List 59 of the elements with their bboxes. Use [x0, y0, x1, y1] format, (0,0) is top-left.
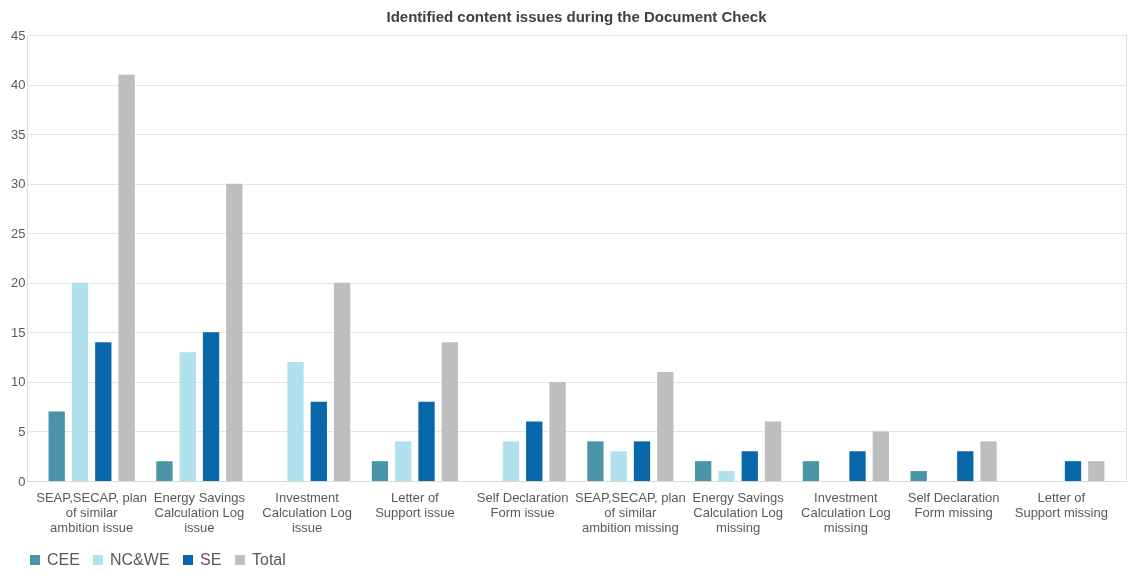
- bar: [718, 471, 735, 481]
- bar: [957, 451, 974, 481]
- bar: [849, 451, 866, 481]
- x-tick-label: Investment Calculation Log issue: [262, 489, 352, 535]
- bar: [610, 451, 627, 481]
- bar: [695, 461, 712, 481]
- bar: [741, 451, 758, 481]
- x-tick-label: SEAP,SECAP, plan of similar ambition missing: [574, 489, 686, 535]
- bar: [549, 381, 566, 481]
- y-tick-label: 5: [18, 423, 26, 439]
- x-tick-label: Energy Savings Calculation Log missing: [692, 489, 785, 535]
- bar: [441, 342, 458, 481]
- bar: [418, 401, 435, 481]
- bar: [802, 461, 820, 481]
- bar: [71, 282, 89, 481]
- y-tick-label: 0: [18, 473, 26, 489]
- legend-label: Total: [252, 551, 286, 568]
- bar: [226, 183, 243, 481]
- bar: [633, 441, 651, 481]
- y-tick-label: 15: [11, 324, 26, 340]
- bar: [179, 352, 196, 481]
- bar: [1088, 461, 1105, 481]
- x-tick-label: Self Declaration Form missing: [907, 489, 1000, 520]
- y-tick-label: 35: [11, 126, 26, 142]
- bar: [872, 431, 889, 481]
- bar: [764, 421, 782, 481]
- x-tick-label: Letter of Support issue: [375, 489, 455, 520]
- y-tick-label: 45: [11, 27, 26, 43]
- bar: [156, 461, 173, 481]
- chart-title: Identified content issues during the Document Check: [386, 8, 768, 25]
- legend-label: CEE: [47, 551, 80, 568]
- legend-label: NC&WE: [110, 551, 170, 568]
- bar: [502, 441, 520, 481]
- bar: [980, 441, 997, 481]
- x-tick-label: Energy Savings Calculation Log issue: [153, 489, 246, 535]
- bar: [395, 441, 412, 481]
- bar: [910, 471, 927, 481]
- y-tick-label: 10: [11, 374, 26, 390]
- bar: [202, 332, 220, 481]
- bar: [371, 461, 389, 481]
- y-tick-label: 40: [11, 77, 26, 93]
- bar: [287, 362, 304, 481]
- bar: [657, 371, 674, 481]
- x-tick-label: Self Declaration Form issue: [476, 489, 569, 520]
- y-tick-label: 20: [11, 275, 26, 291]
- bar: [48, 411, 65, 481]
- bar: [587, 441, 604, 481]
- x-tick-label: Letter of Support missing: [1014, 489, 1108, 520]
- bar: [118, 74, 135, 481]
- x-tick-label: SEAP,SECAP, plan of similar ambition issue: [36, 489, 148, 535]
- legend-label: SE: [200, 551, 222, 568]
- y-tick-label: 25: [11, 225, 26, 241]
- bar: [333, 282, 351, 481]
- y-tick-label: 30: [11, 176, 26, 192]
- bar: [95, 342, 112, 481]
- bar: [526, 421, 543, 481]
- bar: [310, 401, 327, 481]
- x-tick-label: Investment Calculation Log missing: [801, 489, 891, 535]
- bar: [1064, 461, 1082, 481]
